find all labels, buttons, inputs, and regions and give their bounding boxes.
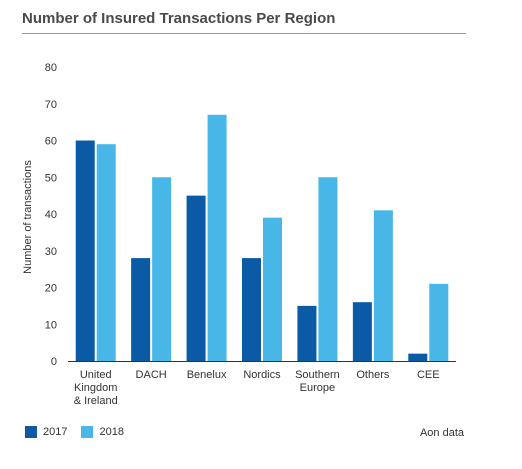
x-tick-label-line: Southern <box>295 369 340 381</box>
legend-label-2017: 2017 <box>43 426 68 438</box>
bar-2018-2 <box>207 114 227 362</box>
bar-2017-6 <box>408 353 428 361</box>
bar-2017-1 <box>131 258 151 361</box>
y-tick-label: 70 <box>45 99 57 111</box>
x-tick-label-line: CEE <box>417 369 440 381</box>
y-tick-label: 0 <box>51 356 57 368</box>
bar-2018-3 <box>263 217 282 361</box>
bar-2018-6 <box>429 283 449 361</box>
source-note: Aon data <box>419 427 464 439</box>
bar-2018-0 <box>96 144 116 361</box>
bar-2017-2 <box>186 195 206 361</box>
y-axis-title: Number of transactions <box>22 160 34 274</box>
x-tick-label-line: Others <box>356 369 390 381</box>
bars <box>75 114 449 362</box>
bar-2017-5 <box>352 302 372 361</box>
bar-2017-4 <box>297 305 317 361</box>
bar-2017-0 <box>75 140 95 361</box>
chart-title: Number of Insured Transactions Per Regio… <box>22 10 336 27</box>
x-tick-label-line: Benelux <box>187 369 227 381</box>
legend-swatch-2018 <box>81 426 94 438</box>
x-tick-label: DACH <box>136 369 167 381</box>
x-tick-label: Southern Europe <box>295 369 340 394</box>
y-tick-label: 40 <box>45 209 57 221</box>
legend: 2017 2018 <box>25 426 138 438</box>
x-tick-label-line: & Ireland <box>74 395 118 407</box>
bar-2018-5 <box>373 210 393 361</box>
x-tick-labels: United Kingdom & Ireland DACH Benelux Nordics… <box>74 369 440 407</box>
legend-item-2017: 2017 <box>25 426 67 438</box>
y-tick-labels: 0 10 20 30 40 50 60 70 80 <box>45 62 57 368</box>
bar-2017-3 <box>242 258 261 361</box>
y-tick-label: 10 <box>45 319 57 331</box>
x-tick-label: CEE <box>417 369 440 381</box>
x-tick-label-line: Kingdom <box>74 382 117 394</box>
x-tick-label: Others <box>356 369 390 381</box>
y-tick-label: 50 <box>45 172 57 184</box>
x-tick-label: Benelux <box>187 369 227 381</box>
y-tick-label: 30 <box>45 246 57 258</box>
x-tick-label-line: Nordics <box>243 369 281 381</box>
y-axis-title-group: Number of transactions <box>22 160 34 274</box>
y-tick-label: 20 <box>45 283 57 295</box>
legend-label-2018: 2018 <box>99 426 124 438</box>
legend-swatch-2017 <box>25 426 37 438</box>
x-tick-label-line: United <box>80 369 112 381</box>
x-tick-label: United Kingdom & Ireland <box>74 369 118 407</box>
y-tick-label: 60 <box>45 136 57 148</box>
bar-2018-4 <box>318 177 338 361</box>
legend-item-2018: 2018 <box>81 426 124 438</box>
title-divider <box>22 33 466 34</box>
y-tick-label: 80 <box>45 62 57 74</box>
x-tick-label-line: Europe <box>300 382 335 394</box>
x-tick-label: Nordics <box>243 369 281 381</box>
x-tick-label-line: DACH <box>136 369 167 381</box>
bar-2018-1 <box>152 177 172 361</box>
